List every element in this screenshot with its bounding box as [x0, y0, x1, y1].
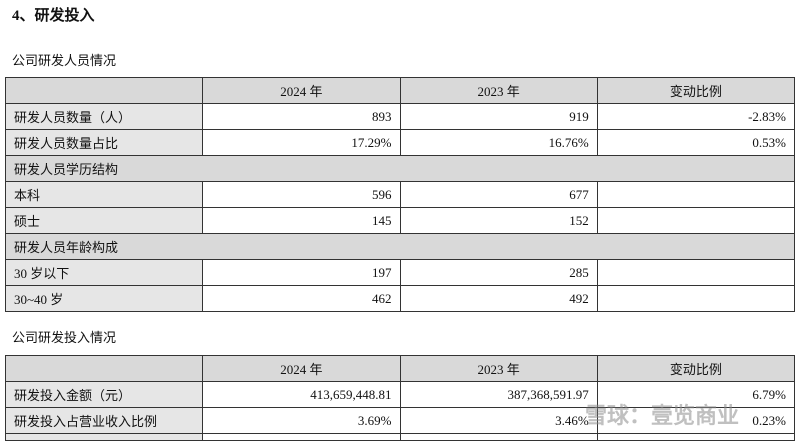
header-cell: 变动比例	[596, 77, 796, 104]
value-cell	[596, 433, 796, 441]
value-cell: 0.53%	[596, 129, 796, 156]
value-cell: 677	[399, 181, 598, 208]
data-row: 30 岁以下 197 285	[4, 259, 796, 286]
value-cell: 492	[399, 285, 598, 312]
value-cell: 197	[202, 259, 401, 286]
value-cell: 919	[399, 103, 598, 130]
section-cell: 研发人员学历结构	[5, 155, 795, 182]
row-label	[4, 433, 204, 441]
value-cell	[596, 181, 796, 208]
watermark: 雪球：壹览商业	[585, 404, 740, 429]
row-label: 研发投入占营业收入比例	[4, 407, 204, 434]
value-cell: 152	[399, 207, 598, 234]
value-cell: 387,368,591.97	[399, 381, 598, 408]
row-label: 硕士	[4, 207, 204, 234]
row-label: 30~40 岁	[4, 285, 204, 312]
section-row: 研发人员年龄构成	[5, 233, 795, 260]
section-heading: 4、研发投入	[12, 8, 95, 24]
table-caption: 公司研发投入情况	[12, 330, 117, 345]
section-cell: 研发人员年龄构成	[5, 233, 795, 260]
value-cell: 413,659,448.81	[202, 381, 401, 408]
header-row: 2024 年 2023 年变动比例	[4, 77, 796, 104]
data-row: 研发人员数量（人） 893 919 -2.83%	[4, 103, 796, 130]
value-cell: 893	[202, 103, 401, 130]
data-row: 研发投入金额（元） 413,659,448.81 387,368,591.97 6.7…	[4, 381, 796, 408]
row-label: 研发投入金额（元）	[4, 381, 204, 408]
header-cell	[4, 77, 204, 104]
row-label: 本科	[4, 181, 204, 208]
value-cell: 3.69%	[202, 407, 401, 434]
value-cell	[596, 285, 796, 312]
value-cell: 3.46%	[399, 407, 598, 434]
data-row: 研发人员数量占比 17.29% 16.76% 0.53%	[4, 129, 796, 156]
value-cell	[202, 433, 401, 441]
value-cell: 16.76%	[399, 129, 598, 156]
table-caption: 公司研发人员情况	[12, 53, 117, 68]
value-cell	[399, 433, 598, 441]
data-row	[4, 433, 796, 441]
row-label: 研发人员数量（人）	[4, 103, 204, 130]
value-cell: 596	[202, 181, 401, 208]
header-row: 2024 年 2023 年变动比例	[4, 355, 796, 382]
value-cell: -2.83%	[596, 103, 796, 130]
header-cell: 2024 年	[202, 355, 401, 382]
header-cell: 2023 年	[399, 77, 598, 104]
row-label: 研发人员数量占比	[4, 129, 204, 156]
header-cell: 2024 年	[202, 77, 401, 104]
header-cell: 变动比例	[596, 355, 796, 382]
investment-table: 2024 年 2023 年变动比例 研发投入金额（元） 413,659,448.81 3…	[4, 355, 796, 441]
value-cell: 145	[202, 207, 401, 234]
value-cell	[596, 259, 796, 286]
value-cell	[596, 207, 796, 234]
data-row: 30~40 岁 462 492	[4, 285, 796, 312]
value-cell: 462	[202, 285, 401, 312]
value-cell: 285	[399, 259, 598, 286]
value-cell: 17.29%	[202, 129, 401, 156]
row-label: 30 岁以下	[4, 259, 204, 286]
personnel-table: 2024 年 2023 年变动比例 研发人员数量（人） 893 919 -2.83% 研发人…	[4, 77, 796, 312]
header-cell	[4, 355, 204, 382]
data-row: 硕士 145 152	[4, 207, 796, 234]
data-row: 研发投入占营业收入比例 3.69% 3.46% 0.23%	[4, 407, 796, 434]
header-cell: 2023 年	[399, 355, 598, 382]
data-row: 本科 596 677	[4, 181, 796, 208]
section-row: 研发人员学历结构	[5, 155, 795, 182]
